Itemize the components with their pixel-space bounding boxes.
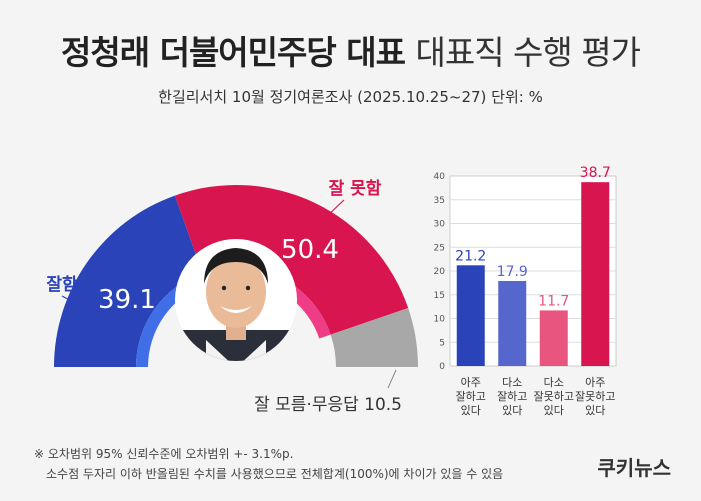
bar-2	[539, 310, 568, 366]
bar-category-label-0: 잘하고	[456, 389, 486, 403]
leader-line-unknown	[387, 369, 397, 389]
bar-3	[581, 182, 610, 366]
y-tick-label: 35	[434, 196, 445, 206]
y-tick-label: 5	[439, 338, 445, 348]
brand-logo: 쿠키뉴스	[597, 456, 671, 480]
category-label-unknown: 잘 모름·무응답 10.5	[254, 395, 402, 415]
bar-category-label-2: 있다	[544, 404, 564, 417]
bar-category-label-0: 아주	[461, 376, 481, 389]
y-tick-label: 25	[434, 243, 445, 253]
slice-bad	[174, 185, 409, 335]
category-label-bad: 잘 못함	[329, 178, 382, 199]
y-tick-label: 15	[434, 291, 445, 301]
bar-category-label-2: 다소	[544, 376, 564, 389]
donut-value-label-0: 39.1	[98, 285, 156, 315]
bar-1	[498, 280, 527, 366]
bar-value-label-1: 17.9	[497, 264, 528, 280]
bar-chart: 051015202530354021.2아주잘하고있다17.9다소잘하고있다11…	[434, 165, 617, 417]
y-tick-label: 30	[434, 220, 446, 230]
bar-category-label-1: 다소	[502, 376, 522, 389]
bar-value-label-2: 11.7	[538, 293, 569, 309]
bar-category-label-3: 아주	[585, 376, 605, 389]
note-line-1: ※ 오차범위 95% 신뢰수준에 오차범위 +- 3.1%p.	[34, 447, 294, 461]
leader-line-bad	[324, 199, 345, 219]
bar-category-label-0: 있다	[461, 404, 481, 417]
note-line-2: 소수점 두자리 이하 반올림된 수치를 사용했으므로 전체합계(100%)에 차…	[46, 467, 504, 481]
slice-unknown	[330, 308, 418, 367]
bar-0	[456, 265, 485, 366]
bar-value-label-0: 21.2	[455, 248, 486, 264]
y-tick-label: 20	[434, 267, 446, 277]
bar-category-label-1: 잘하고	[497, 389, 527, 403]
title-light: 대표직 수행 평가	[415, 33, 640, 72]
page-title: 정청래 더불어민주당 대표 대표직 수행 평가	[0, 26, 701, 74]
y-tick-label: 10	[434, 315, 446, 325]
title-bold: 정청래 더불어민주당 대표	[61, 33, 406, 72]
slice-good	[54, 195, 203, 367]
donut-value-label-1: 50.4	[281, 235, 339, 265]
y-tick-label: 0	[439, 362, 445, 372]
bar-category-label-2: 잘못하고	[534, 389, 574, 403]
bar-value-label-3: 38.7	[580, 165, 611, 181]
y-tick-label: 40	[434, 172, 446, 182]
leader-line-good	[61, 295, 101, 317]
page-subtitle: 한길리서치 10월 정기여론조사 (2025.10.25~27) 단위: %	[158, 88, 543, 106]
category-label-good: 잘함	[46, 274, 78, 295]
bar-category-label-3: 잘못하고	[575, 389, 615, 403]
bar-category-label-3: 있다	[585, 404, 605, 417]
bar-category-label-1: 있다	[502, 404, 522, 417]
